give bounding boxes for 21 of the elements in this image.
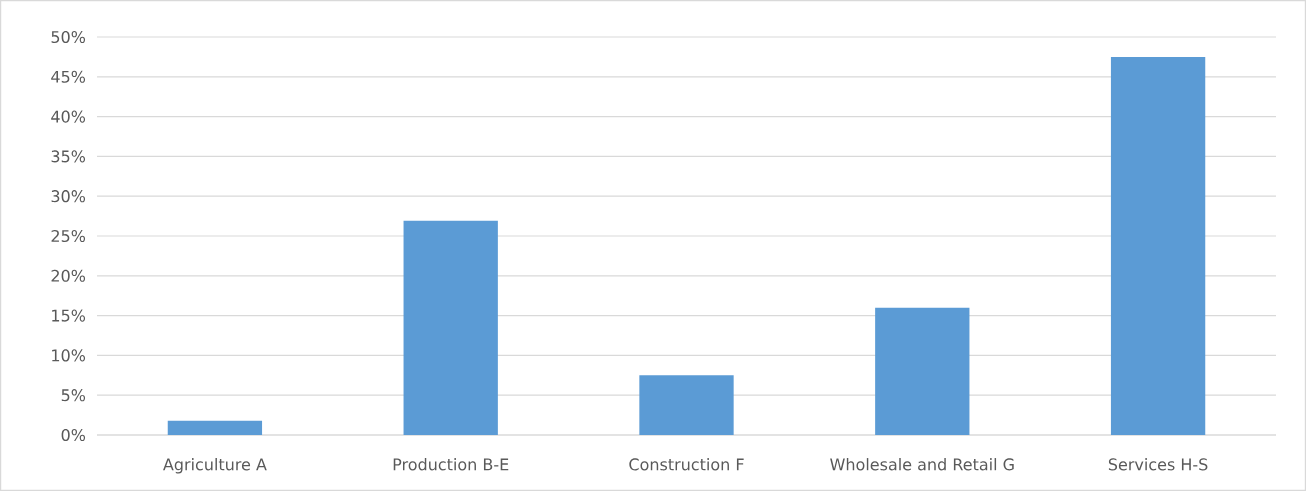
y-tick-label: 25% [51,229,86,243]
x-tick-label: Agriculture A [163,458,267,474]
x-tick-label: Construction F [629,458,744,471]
y-tick-label: 0% [61,428,86,442]
bar [1110,56,1206,435]
bar [875,307,970,435]
y-tick-label: 30% [51,190,86,203]
y-tick-label: 45% [51,70,86,83]
x-tick-label: Services H-S [1108,458,1208,471]
bar [167,420,263,435]
y-tick-label: 20% [51,269,86,282]
y-tick-label: 5% [61,389,86,402]
bar [403,220,498,435]
x-tick-label: Production B-E [393,458,509,471]
y-tick-label: 50% [51,30,86,44]
bar [639,375,734,435]
y-tick-label: 40% [51,110,86,123]
y-tick-label: 10% [52,349,86,362]
x-tick-label: Wholesale and Retail G [830,458,1014,471]
y-tick-label: 35% [51,150,86,163]
y-tick-label: 15% [52,309,86,322]
